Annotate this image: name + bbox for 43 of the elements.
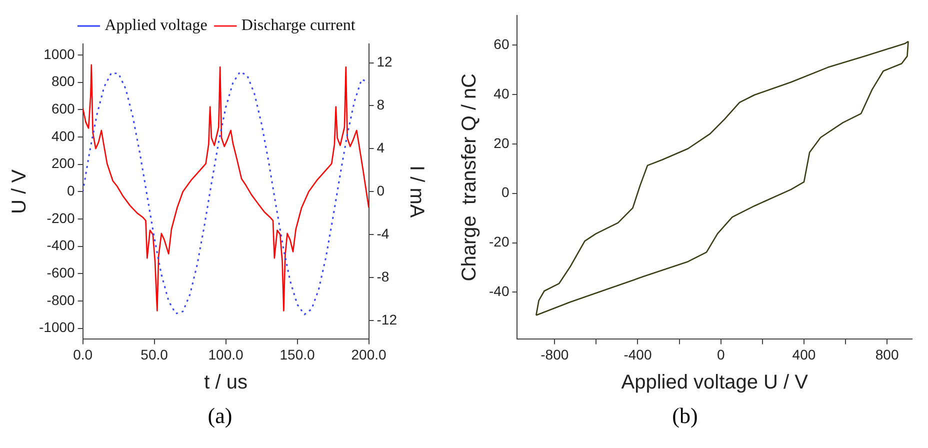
x-tick-label: 400	[792, 346, 816, 362]
x-tick-label: 800	[875, 346, 899, 362]
x-tick-label: 200.0	[351, 346, 386, 362]
legend-label: Applied voltage	[104, 17, 208, 34]
y-tick-label: 600	[51, 100, 76, 116]
y-axis-title: U / V	[8, 168, 31, 214]
x-axis-title: Applied voltage U / V	[621, 372, 809, 394]
x-tick-label: 50.0	[140, 346, 168, 362]
y-tick-label: 1000	[44, 46, 76, 62]
x-tick-label: 0.0	[73, 346, 93, 362]
y-tick-label: 40	[494, 85, 510, 102]
legend-label: Discharge current	[241, 17, 356, 34]
y2-tick-label: -12	[376, 311, 398, 328]
y-tick-label: 0	[501, 184, 510, 200]
y-tick-label: -1000	[38, 319, 76, 336]
text: (a)	[208, 403, 232, 429]
y-tick-label: -40	[489, 283, 510, 300]
y-tick-label: -600	[46, 264, 76, 280]
y-tick-label: 20	[494, 134, 510, 151]
y-tick-label: -20	[489, 234, 510, 250]
y-tick-label: 60	[494, 36, 510, 52]
y-tick-label: 0	[67, 182, 76, 198]
y2-tick-label: -4	[376, 225, 390, 242]
y2-axis-title: I / mA	[405, 165, 428, 218]
y-tick-label: -200	[46, 210, 76, 226]
y-tick-label: 400	[51, 128, 76, 144]
y-tick-label: -800	[46, 292, 76, 308]
x-tick-label: 0	[716, 346, 725, 362]
text: (b)	[672, 403, 698, 429]
y2-tick-label: 0	[376, 182, 385, 198]
x-tick-label: 100.0	[208, 346, 244, 362]
x-axis-title: t / us	[204, 372, 248, 394]
y-axis-title: Charge transfer Q / nC	[458, 73, 481, 282]
y2-tick-label: 12	[376, 54, 393, 70]
x-tick-label: -400	[624, 346, 652, 362]
y2-tick-label: 4	[376, 140, 385, 156]
x-tick-label: -800	[540, 346, 569, 362]
y-tick-label: -400	[46, 237, 76, 254]
x-tick-label: 150.0	[280, 346, 315, 362]
y2-tick-label: 8	[376, 96, 385, 113]
y-tick-label: 800	[51, 73, 76, 90]
y-tick-label: 200	[51, 155, 76, 172]
y2-tick-label: -8	[376, 268, 390, 284]
